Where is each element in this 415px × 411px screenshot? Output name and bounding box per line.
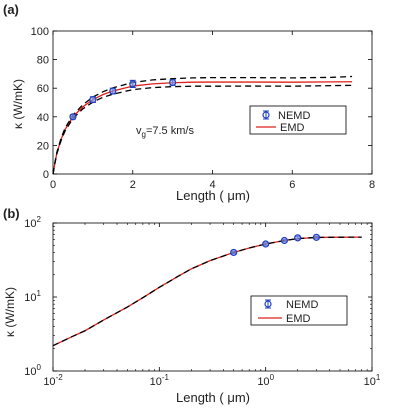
panel-a-nemd-point [109, 87, 117, 95]
tick-base: 10 [257, 376, 269, 388]
panel-a-y-ticks: 0 20 40 60 80 100 [31, 26, 372, 181]
panel-b-x-tick-label: 10-1 [150, 373, 170, 388]
panel-a-y-tick-label: 40 [37, 112, 49, 124]
panel-b-y-tick-label: 100 [24, 363, 41, 378]
panel-a: (a) 0 2 4 6 8 0 20 40 60 80 100 Length ( μm) κ (W… [3, 2, 375, 203]
panel-b-nemd-point [230, 248, 238, 257]
panel-a-y-tick-label: 20 [37, 140, 49, 152]
panel-a-x-axis-label: Length ( μm) [176, 188, 250, 203]
panel-a-x-tick-label: 4 [209, 179, 215, 191]
panel-a-x-tick-label: 0 [50, 179, 56, 191]
tick-base: 10 [150, 376, 162, 388]
tick-exponent: 1 [376, 373, 381, 382]
panel-a-legend-emd-label: EMD [280, 122, 305, 134]
panel-a-nemd-point [89, 96, 97, 104]
panel-b-y-axis-label: κ (W/mK) [3, 287, 17, 337]
panel-b-legend-nemd-label: NEMD [286, 299, 318, 311]
tick-exponent: 0 [37, 363, 42, 372]
panel-b-legend-emd-label: EMD [286, 313, 311, 325]
annotation-rest: =7.5 km/s [146, 125, 194, 137]
panel-b-y-tick-label: 101 [24, 289, 41, 304]
tick-base: 10 [43, 376, 55, 388]
panel-b-dashed-line [52, 236, 362, 347]
panel-a-y-tick-label: 100 [31, 26, 49, 38]
panel-a-y-tick-label: 60 [37, 83, 49, 95]
panel-b-nemd-point [312, 233, 321, 241]
panel-b-x-ticks: 10-2 10-1 100 101 [43, 223, 381, 388]
panel-a-axes-frame [52, 30, 373, 175]
panel-a-x-tick-label: 6 [289, 179, 295, 191]
annotation-base: v [136, 125, 142, 137]
panel-b-y-tick-label: 102 [24, 215, 41, 230]
panel-a-legend-box [249, 105, 347, 135]
tick-base: 10 [24, 218, 36, 230]
panel-b-x-tick-label: 10-2 [43, 373, 63, 388]
panel-b-x-tick-label: 100 [257, 373, 274, 388]
panel-b-nemd-point [262, 240, 270, 248]
panel-a-y-tick-label: 0 [43, 169, 49, 181]
panel-a-nemd-point [129, 80, 137, 88]
panel-a-nemd-point [169, 78, 177, 87]
panel-b-plot [52, 222, 373, 372]
panel-b-label: (b) [3, 206, 20, 221]
tick-exponent: 1 [37, 289, 42, 298]
panel-b-nemd-point [280, 236, 288, 245]
tick-exponent: 0 [270, 373, 275, 382]
panel-a-x-tick-label: 8 [369, 179, 375, 191]
tick-exponent: -1 [162, 373, 170, 382]
panel-a-x-tick-label: 2 [130, 179, 136, 191]
panel-b-nemd-point [294, 234, 302, 242]
panel-a-nemd-point [69, 113, 77, 121]
tick-exponent: 2 [37, 215, 42, 224]
panel-b-x-axis-label: Length ( μm) [176, 390, 250, 405]
panel-b-x-tick-label: 101 [364, 373, 381, 388]
panel-a-annotation: vg=7.5 km/s [136, 125, 194, 139]
panel-a-legend-nemd-symbol [262, 110, 270, 120]
panel-a-y-tick-label: 80 [37, 55, 49, 67]
panel-a-plot [52, 30, 373, 175]
panel-b-emd-line [52, 236, 362, 347]
tick-exponent: -2 [56, 373, 64, 382]
tick-base: 10 [364, 376, 376, 388]
tick-base: 10 [24, 366, 36, 378]
annotation-subscript: g [142, 130, 146, 139]
panel-b-legend-nemd-symbol [264, 299, 272, 309]
panel-a-label: (a) [3, 2, 19, 17]
panel-a-y-axis-label: κ (W/mK) [11, 79, 25, 129]
panel-b-legend: NEMD EMD [250, 295, 348, 326]
panel-a-dashed-band-lower-line [52, 84, 353, 175]
tick-base: 10 [24, 292, 36, 304]
panel-a-legend: NEMD EMD [249, 105, 347, 135]
panel-a-x-ticks: 0 2 4 6 8 [50, 31, 375, 191]
panel-a-legend-nemd-label: NEMD [278, 110, 310, 122]
